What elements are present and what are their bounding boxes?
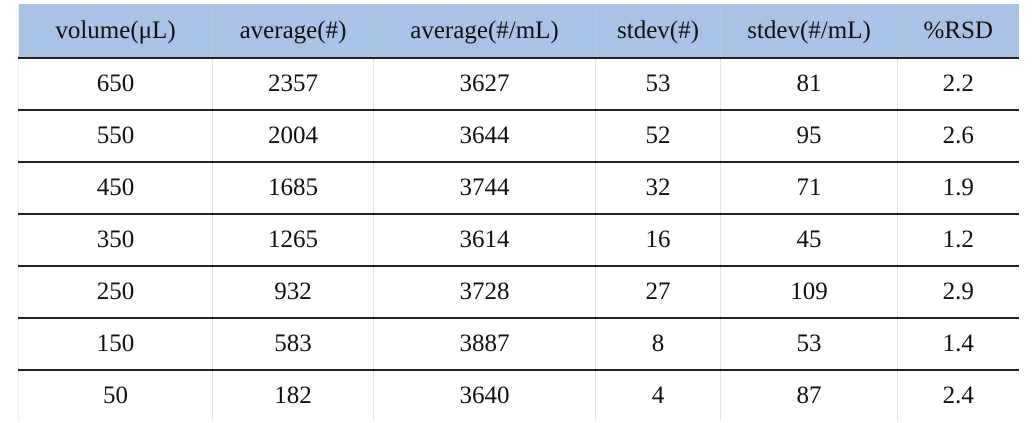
- table-cell: 550: [18, 110, 213, 163]
- table-head: volume(μL) average(#) average(#/mL) stdev(#…: [18, 4, 1019, 59]
- table-row: 250 932 3728 27 109 2.9: [18, 266, 1019, 319]
- table-row: 350 1265 3614 16 45 1.2: [18, 214, 1019, 267]
- table-cell: 4: [595, 370, 721, 421]
- table-cell: 1.4: [897, 318, 1019, 371]
- table-cell: 2004: [212, 110, 374, 163]
- table-cell: 3887: [373, 318, 596, 371]
- table-cell: 52: [595, 110, 721, 163]
- header-row: volume(μL) average(#) average(#/mL) stdev(#…: [18, 4, 1019, 59]
- table-cell: 2.9: [897, 266, 1019, 319]
- table-cell: 95: [720, 110, 898, 163]
- table-cell: 32: [595, 162, 721, 215]
- table-cell: 87: [720, 370, 898, 421]
- table-cell: 2357: [212, 58, 374, 111]
- table-cell: 2.6: [897, 110, 1019, 163]
- column-header: average(#/mL): [373, 4, 596, 59]
- column-header: stdev(#): [595, 4, 721, 59]
- table-cell: 3644: [373, 110, 596, 163]
- column-header: average(#): [212, 4, 374, 59]
- column-header: %RSD: [897, 4, 1019, 59]
- table-cell: 650: [18, 58, 213, 111]
- table-cell: 3744: [373, 162, 596, 215]
- table-row: 650 2357 3627 53 81 2.2: [18, 58, 1019, 111]
- table-cell: 350: [18, 214, 213, 267]
- table-cell: 1.9: [897, 162, 1019, 215]
- table-cell: 1265: [212, 214, 374, 267]
- table-cell: 450: [18, 162, 213, 215]
- data-table: volume(μL) average(#) average(#/mL) stdev(#…: [18, 4, 1019, 421]
- column-header: stdev(#/mL): [720, 4, 898, 59]
- table-body: 650 2357 3627 53 81 2.2 550 2004 3644 52 95 2.6 450 1…: [18, 58, 1019, 421]
- table-cell: 3640: [373, 370, 596, 421]
- table-cell: 2.4: [897, 370, 1019, 421]
- table-cell: 50: [18, 370, 213, 421]
- table-cell: 182: [212, 370, 374, 421]
- table-cell: 71: [720, 162, 898, 215]
- table-cell: 81: [720, 58, 898, 111]
- table-container: volume(μL) average(#) average(#/mL) stdev(#…: [18, 4, 1019, 421]
- table-cell: 8: [595, 318, 721, 371]
- table-cell: 109: [720, 266, 898, 319]
- table-cell: 150: [18, 318, 213, 371]
- table-cell: 250: [18, 266, 213, 319]
- table-cell: 3614: [373, 214, 596, 267]
- table-cell: 3627: [373, 58, 596, 111]
- table-cell: 53: [595, 58, 721, 111]
- table-row: 450 1685 3744 32 71 1.9: [18, 162, 1019, 215]
- table-cell: 583: [212, 318, 374, 371]
- table-cell: 45: [720, 214, 898, 267]
- table-cell: 2.2: [897, 58, 1019, 111]
- table-cell: 53: [720, 318, 898, 371]
- table-cell: 27: [595, 266, 721, 319]
- table-row: 550 2004 3644 52 95 2.6: [18, 110, 1019, 163]
- column-header: volume(μL): [18, 4, 213, 59]
- table-cell: 932: [212, 266, 374, 319]
- table-cell: 1.2: [897, 214, 1019, 267]
- table-cell: 16: [595, 214, 721, 267]
- table-row: 150 583 3887 8 53 1.4: [18, 318, 1019, 371]
- table-row: 50 182 3640 4 87 2.4: [18, 370, 1019, 421]
- table-cell: 1685: [212, 162, 374, 215]
- table-cell: 3728: [373, 266, 596, 319]
